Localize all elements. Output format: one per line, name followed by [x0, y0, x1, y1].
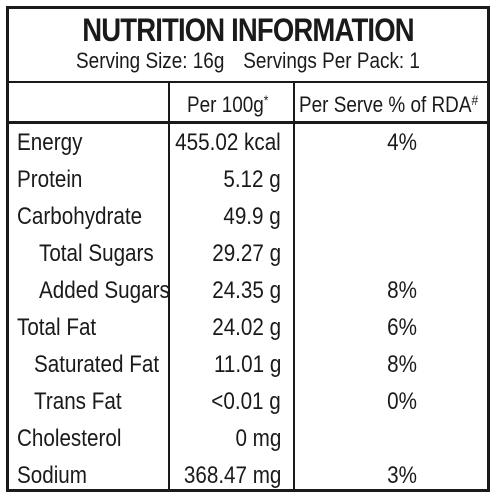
table-row: Sodium 368.47 mg 3%	[9, 457, 487, 494]
nutrient-rda: 8%	[387, 277, 417, 304]
nutrient-per-100g: <0.01 g	[211, 388, 281, 415]
table-row: Cholesterol 0 mg	[9, 420, 487, 457]
table-row: Carbohydrate 49.9 g	[9, 198, 487, 235]
nutrient-name: Trans Fat	[34, 388, 122, 415]
column-header-per-100g: Per 100g*	[187, 92, 269, 117]
table-row: Total Sugars 29.27 g	[9, 235, 487, 272]
nutrient-name: Sodium	[17, 462, 87, 489]
panel-title: NUTRITION INFORMATION	[82, 12, 414, 48]
table-row: Total Fat 24.02 g 6%	[9, 309, 487, 346]
nutrient-name: Total Fat	[17, 314, 97, 341]
nutrient-per-100g: 24.35 g	[212, 277, 281, 304]
nutrient-per-100g: 29.27 g	[212, 240, 281, 267]
nutrient-per-100g: 0 mg	[235, 425, 281, 452]
nutrient-rda: 0%	[387, 388, 417, 415]
column-header-row: Per 100g* Per Serve % of RDA#	[9, 81, 487, 124]
nutrient-rda: 3%	[387, 462, 417, 489]
table-row: Trans Fat <0.01 g 0%	[9, 383, 487, 420]
column-divider-2	[293, 81, 295, 489]
nutrient-name: Protein	[17, 166, 83, 193]
panel-header: NUTRITION INFORMATION Serving Size: 16g S…	[9, 9, 487, 83]
column-header-per-serve-rda: Per Serve % of RDA#	[299, 92, 479, 117]
table-row: Saturated Fat 11.01 g 8%	[9, 346, 487, 383]
table-row: Protein 5.12 g	[9, 161, 487, 198]
servings-per-pack: Servings Per Pack: 1	[243, 48, 420, 73]
column-divider-1	[168, 81, 170, 489]
nutrient-per-100g: 455.02 kcal	[175, 129, 281, 156]
nutrient-name: Total Sugars	[39, 240, 154, 267]
nutrition-panel: NUTRITION INFORMATION Serving Size: 16g S…	[6, 6, 490, 492]
nutrient-rda: 6%	[387, 314, 417, 341]
nutrient-name: Saturated Fat	[34, 351, 160, 378]
table-row: Added Sugars 24.35 g 8%	[9, 272, 487, 309]
nutrient-rda: 8%	[387, 351, 417, 378]
nutrient-per-100g: 24.02 g	[212, 314, 281, 341]
table-row: Energy 455.02 kcal 4%	[9, 124, 487, 161]
serving-size: Serving Size: 16g	[76, 48, 225, 73]
nutrient-per-100g: 5.12 g	[223, 166, 281, 193]
serving-info: Serving Size: 16g Servings Per Pack: 1	[42, 47, 453, 75]
nutrient-per-100g: 368.47 mg	[183, 462, 281, 489]
nutrient-per-100g: 49.9 g	[223, 203, 281, 230]
nutrient-name: Added Sugars	[39, 277, 170, 304]
nutrient-per-100g: 11.01 g	[213, 351, 281, 378]
nutrient-name: Cholesterol	[17, 425, 122, 452]
nutrient-name: Energy	[17, 129, 83, 156]
nutrient-rda: 4%	[387, 129, 417, 156]
nutrient-name: Carbohydrate	[17, 203, 143, 230]
